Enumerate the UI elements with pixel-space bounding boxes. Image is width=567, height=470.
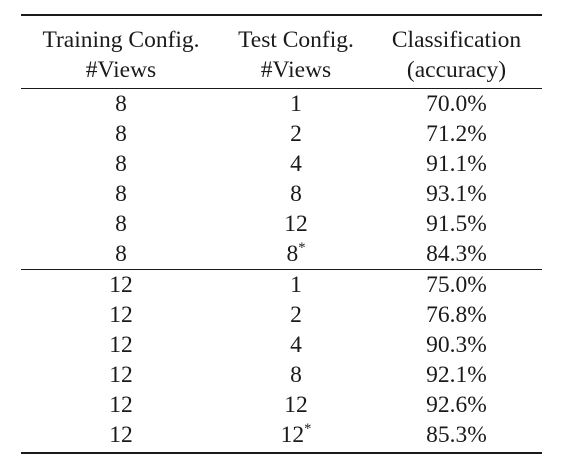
cell-training-views: 8 xyxy=(115,181,127,207)
cell-training-views: 8 xyxy=(115,121,127,147)
cell-test-views-value: 8 xyxy=(286,241,299,267)
cell-training-views: 12 xyxy=(21,269,221,300)
cell-test-views: 2 xyxy=(221,300,371,330)
table-row: 12 1 75.0% xyxy=(21,269,542,300)
cell-test-views: 12 xyxy=(221,209,371,239)
cell-accuracy: 91.5% xyxy=(426,211,487,237)
cell-test-views: 2 xyxy=(221,119,371,149)
cell-test-views: 8 xyxy=(221,360,371,390)
table-row: 12 8 92.1% xyxy=(21,360,542,390)
cell-accuracy: 75.0% xyxy=(371,269,542,300)
table-row: 8 8* 84.3% xyxy=(21,239,542,270)
table-row: 8 2 71.2% xyxy=(21,119,542,149)
cell-test-views-value: 8 xyxy=(290,181,302,207)
cell-test-views-value: 12 xyxy=(284,211,308,237)
table-body: 8 1 70.0% 8 2 71.2% 8 4 91.1% 8 8 93.1% 8 12 91.5% 8 8* 8… xyxy=(21,89,542,454)
table-row: 8 8 93.1% xyxy=(21,179,542,209)
cell-accuracy: 91.1% xyxy=(426,151,487,177)
cell-training-views: 8 xyxy=(115,241,127,267)
cell-test-views: 8 xyxy=(221,179,371,209)
cell-test-views-value: 4 xyxy=(290,151,302,177)
cell-test-views: 4 xyxy=(221,330,371,360)
cell-test-views-value: 12 xyxy=(280,422,305,448)
header-training-config: Training Config. xyxy=(21,14,221,55)
cell-training-views: 12 xyxy=(21,420,221,454)
cell-test-views: 1 xyxy=(221,269,371,300)
cell-training-views: 12 xyxy=(109,362,133,388)
cell-test-views: 8* xyxy=(221,239,371,270)
cell-training-views: 8 xyxy=(115,211,127,237)
cell-accuracy: 90.3% xyxy=(426,332,487,358)
cell-accuracy: 70.0% xyxy=(426,91,487,117)
table-row: 12 4 90.3% xyxy=(21,330,542,360)
table-row: 8 1 70.0% xyxy=(21,89,542,120)
cell-test-views-value: 2 xyxy=(290,121,302,147)
cell-accuracy: 93.1% xyxy=(426,181,487,207)
header-training-views: #Views xyxy=(21,55,221,89)
cell-accuracy: 92.6% xyxy=(426,392,487,418)
cell-accuracy: 71.2% xyxy=(426,121,487,147)
cell-accuracy: 84.3% xyxy=(426,241,487,267)
header-classification: Classification xyxy=(371,14,542,55)
cell-test-views: 1 xyxy=(221,89,371,120)
cell-training-views: 12 xyxy=(109,302,133,328)
table-row: 12 12* 85.3% xyxy=(21,420,542,454)
cell-test-views: 4 xyxy=(221,149,371,179)
asterisk-marker: * xyxy=(304,421,312,438)
cell-training-views: 8 xyxy=(115,91,127,117)
cell-training-views: 12 xyxy=(109,332,133,358)
results-table: Training Config. Test Config. Classifica… xyxy=(21,14,542,454)
table-row: 8 4 91.1% xyxy=(21,149,542,179)
cell-test-views-value: 1 xyxy=(290,91,302,117)
header-test-config: Test Config. xyxy=(221,14,371,55)
cell-accuracy: 85.3% xyxy=(371,420,542,454)
table-header: Training Config. Test Config. Classifica… xyxy=(21,14,542,89)
header-row-1: Training Config. Test Config. Classifica… xyxy=(21,14,542,55)
header-test-views: #Views xyxy=(221,55,371,89)
cell-test-views: 12 xyxy=(221,390,371,420)
cell-test-views-value: 8 xyxy=(290,362,302,388)
cell-training-views: 8 xyxy=(115,151,127,177)
cell-test-views: 12* xyxy=(221,420,371,454)
cell-test-views-value: 12 xyxy=(284,392,308,418)
cell-test-views-value: 2 xyxy=(290,302,302,328)
cell-test-views-value: 1 xyxy=(290,272,302,298)
cell-test-views-value: 4 xyxy=(290,332,302,358)
asterisk-marker: * xyxy=(298,240,306,257)
table-row: 8 12 91.5% xyxy=(21,209,542,239)
cell-accuracy: 92.1% xyxy=(426,362,487,388)
cell-training-views: 12 xyxy=(109,392,133,418)
results-table-container: Training Config. Test Config. Classifica… xyxy=(21,14,542,454)
header-accuracy: (accuracy) xyxy=(371,55,542,89)
table-row: 12 2 76.8% xyxy=(21,300,542,330)
header-row-2: #Views #Views (accuracy) xyxy=(21,55,542,89)
table-row: 12 12 92.6% xyxy=(21,390,542,420)
cell-accuracy: 76.8% xyxy=(426,302,487,328)
